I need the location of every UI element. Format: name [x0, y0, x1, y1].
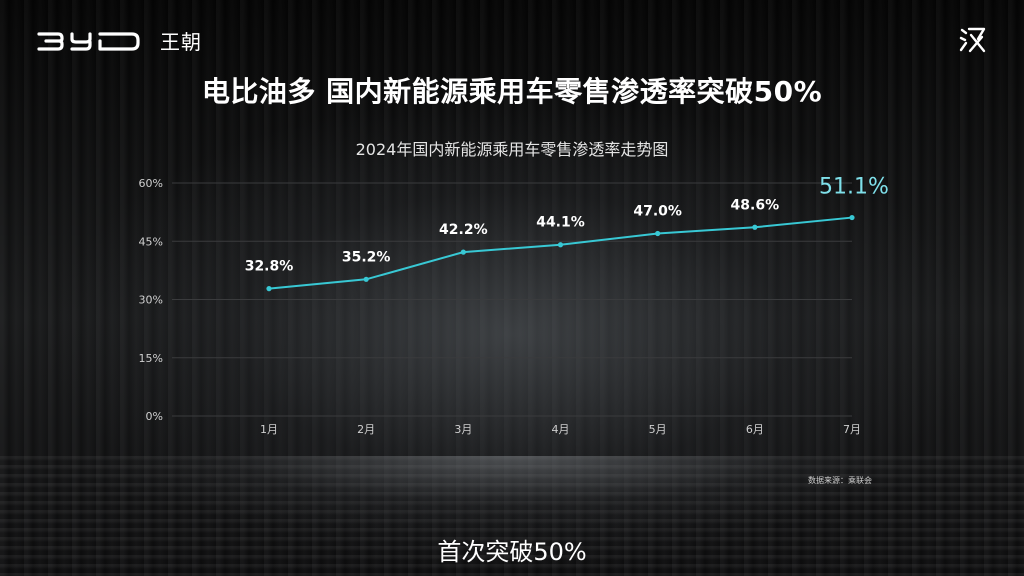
data-point: [363, 276, 369, 282]
data-point: [460, 249, 466, 255]
x-tick-label: 1月: [260, 423, 278, 436]
stage-floor: [0, 456, 1024, 576]
data-label-highlight: 51.1%: [819, 175, 889, 200]
data-point: [849, 214, 855, 221]
data-label: 32.8%: [245, 259, 294, 275]
x-tick-label: 5月: [649, 423, 667, 436]
data-label: 44.1%: [536, 215, 585, 231]
data-point: [266, 286, 272, 292]
x-tick-label: 2月: [357, 423, 375, 436]
data-point: [557, 242, 564, 248]
page-headline: 电比油多 国内新能源乘用车零售渗透率突破50%: [201, 75, 823, 108]
han-emblem-icon: [959, 27, 986, 53]
sub-brand-name: 王朝: [160, 30, 202, 54]
data-label: 35.2%: [342, 249, 391, 265]
data-label: 42.2%: [439, 222, 488, 238]
x-tick-label: 4月: [552, 423, 570, 436]
chart-title: 2024年国内新能源乘用车零售渗透率走势图: [355, 140, 669, 159]
y-tick-label: 0%: [146, 410, 163, 423]
data-label: 47.0%: [633, 203, 682, 219]
y-tick-label: 60%: [139, 177, 163, 190]
data-point: [655, 230, 661, 237]
y-tick-label: 30%: [139, 294, 163, 307]
x-tick-label: 6月: [746, 423, 764, 436]
data-source-note: 数据来源：乘联会: [808, 476, 872, 485]
byd-logo: [37, 31, 140, 51]
subtitle-caption: 首次突破50%: [437, 538, 587, 566]
brand-header: 王朝: [36, 26, 202, 55]
x-tick-label: 7月: [843, 423, 861, 436]
data-point: [752, 224, 758, 230]
y-tick-label: 45%: [139, 235, 163, 248]
data-label: 48.6%: [731, 197, 780, 213]
y-tick-label: 15%: [139, 352, 163, 365]
x-tick-label: 3月: [454, 423, 472, 436]
